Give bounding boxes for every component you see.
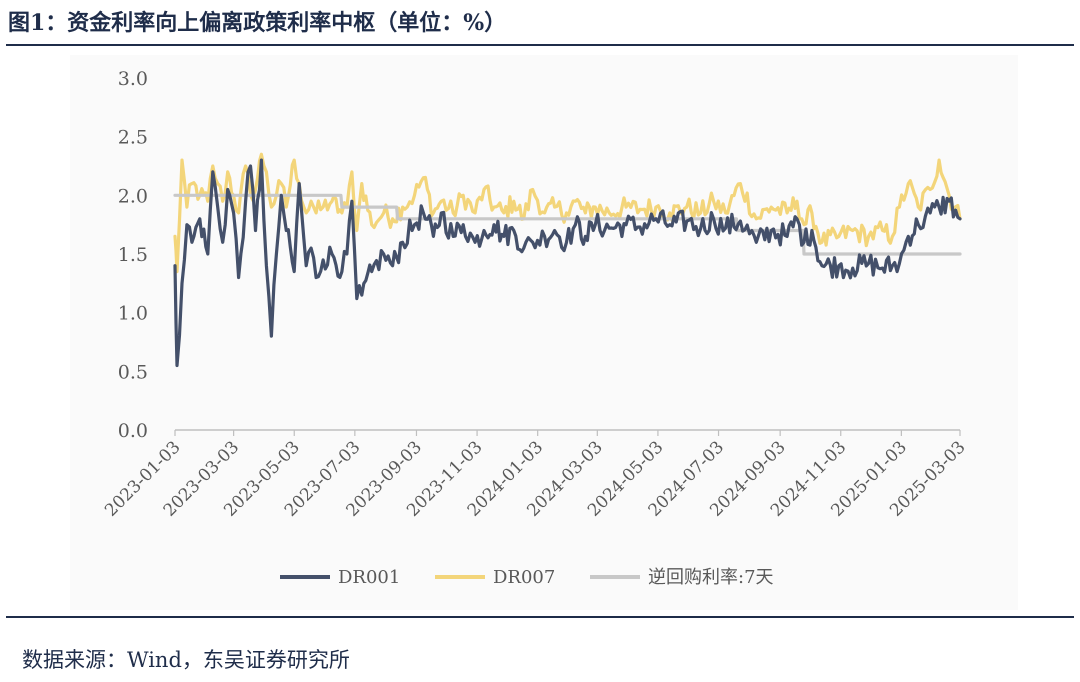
y-tick-label: 2.5: [118, 127, 148, 149]
legend-label: DR001: [338, 567, 400, 588]
chart-legend: DR001 DR007 逆回购利率:7天: [280, 567, 774, 588]
y-tick-label: 0.0: [118, 420, 148, 442]
legend-label: 逆回购利率:7天: [648, 567, 774, 588]
plot-background: [70, 55, 1018, 610]
y-tick-label: 2.0: [118, 185, 148, 207]
top-divider: [6, 44, 1074, 46]
series-line-dr007: [173, 152, 962, 274]
series-line-reverse-repo-7d: [173, 193, 962, 256]
y-tick-label: 0.5: [118, 361, 148, 383]
chart-title: 图1：资金利率向上偏离政策利率中枢（单位：%）: [8, 10, 507, 36]
series-layer: [173, 152, 962, 368]
y-tick-label: 1.0: [118, 303, 148, 325]
data-source-note: 数据来源：Wind，东吴证券研究所: [22, 648, 350, 672]
bottom-divider: [6, 616, 1074, 618]
y-tick-label: 1.5: [118, 244, 148, 266]
series-line-dr001: [173, 158, 962, 368]
legend-label: DR007: [493, 567, 555, 588]
chart-axes: 0.00.51.01.52.02.53.02023-01-032023-03-0…: [101, 68, 969, 521]
y-tick-label: 3.0: [118, 68, 148, 90]
